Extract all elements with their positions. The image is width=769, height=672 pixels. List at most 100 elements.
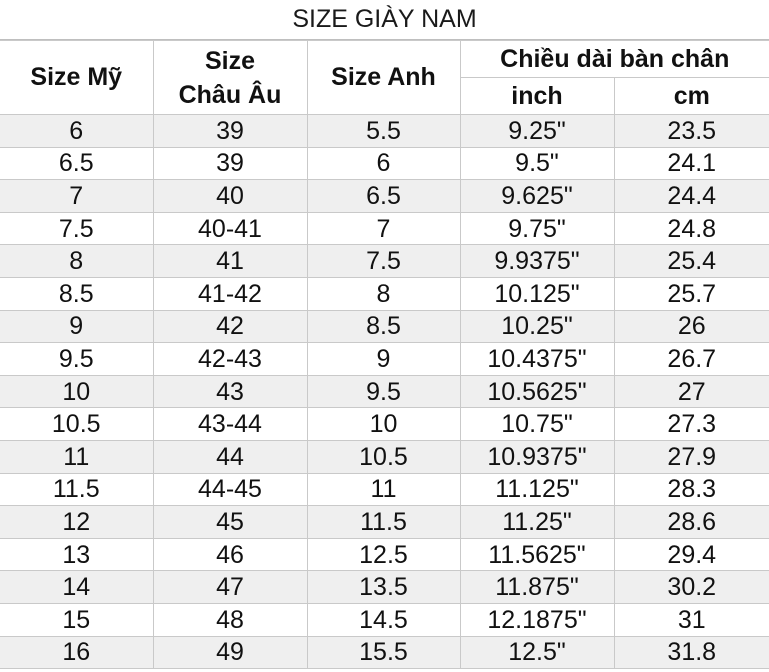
table-row: 11.5 44-45 11 11.125" 28.3 xyxy=(0,472,769,507)
inch-cell: 10.125" xyxy=(459,276,615,311)
uk-size-cell: 10.5 xyxy=(306,439,461,474)
inch-cell: 11.25" xyxy=(459,505,615,539)
inch-cell: 11.5625" xyxy=(459,537,615,572)
us-size-cell: 8.5 xyxy=(0,276,154,311)
eu-size-cell: 39 xyxy=(152,146,308,181)
table-row: 8.5 41-42 8 10.125" 25.7 xyxy=(0,276,769,311)
table-row: 6 39 5.5 9.25" 23.5 xyxy=(0,114,769,148)
table-row: 12 45 11.5 11.25" 28.6 xyxy=(0,505,769,539)
us-size-cell: 7 xyxy=(0,179,154,213)
cm-cell: 24.4 xyxy=(613,179,769,213)
eu-size-cell: 40-41 xyxy=(152,211,308,246)
uk-size-cell: 11.5 xyxy=(306,505,461,539)
uk-size-cell: 6.5 xyxy=(306,179,461,213)
table-row: 10 43 9.5 10.5625" 27 xyxy=(0,374,769,409)
cm-cell: 24.1 xyxy=(613,146,769,181)
eu-size-cell: 42 xyxy=(152,309,308,344)
uk-size-cell: 7.5 xyxy=(306,244,461,278)
inch-cell: 10.5625" xyxy=(459,374,615,409)
cm-cell: 27 xyxy=(613,374,769,409)
us-size-cell: 11.5 xyxy=(0,472,154,507)
table-row: 6.5 39 6 9.5" 24.1 xyxy=(0,146,769,181)
inch-cell: 11.875" xyxy=(459,570,615,604)
size-table: Size Mỹ Size Châu Âu Size Anh Chiều dài … xyxy=(0,40,769,670)
uk-size-cell: 9.5 xyxy=(306,374,461,409)
cm-cell: 28.3 xyxy=(613,472,769,507)
us-size-cell: 13 xyxy=(0,537,154,572)
uk-size-cell: 8 xyxy=(306,276,461,311)
inch-cell: 10.4375" xyxy=(459,342,615,376)
eu-size-cell: 40 xyxy=(152,179,308,213)
table-row: 15 48 14.5 12.1875" 31 xyxy=(0,602,769,637)
eu-size-cell: 43 xyxy=(152,374,308,409)
cm-cell: 27.9 xyxy=(613,439,769,474)
eu-size-cell: 39 xyxy=(152,114,308,148)
us-size-cell: 10 xyxy=(0,374,154,409)
eu-size-cell: 41-42 xyxy=(152,276,308,311)
cm-cell: 30.2 xyxy=(613,570,769,604)
inch-cell: 9.25" xyxy=(459,114,615,148)
cm-cell: 31 xyxy=(613,602,769,637)
table-row: 13 46 12.5 11.5625" 29.4 xyxy=(0,537,769,572)
us-size-cell: 16 xyxy=(0,635,154,670)
uk-size-cell: 15.5 xyxy=(306,635,461,670)
table-row: 16 49 15.5 12.5" 31.8 xyxy=(0,635,769,670)
header-eu-line1: Size xyxy=(204,46,256,75)
us-size-cell: 12 xyxy=(0,505,154,539)
inch-cell: 12.5" xyxy=(459,635,615,670)
inch-cell: 12.1875" xyxy=(459,602,615,637)
eu-size-cell: 49 xyxy=(152,635,308,670)
cm-cell: 26 xyxy=(613,309,769,344)
header-us-size: Size Mỹ xyxy=(0,40,154,115)
eu-size-cell: 45 xyxy=(152,505,308,539)
uk-size-cell: 11 xyxy=(306,472,461,507)
uk-size-cell: 14.5 xyxy=(306,602,461,637)
us-size-cell: 8 xyxy=(0,244,154,278)
inch-cell: 11.125" xyxy=(459,472,615,507)
cm-cell: 27.3 xyxy=(613,407,769,441)
inch-cell: 9.5" xyxy=(459,146,615,181)
eu-size-cell: 41 xyxy=(152,244,308,278)
uk-size-cell: 6 xyxy=(306,146,461,181)
table-row: 9.5 42-43 9 10.4375" 26.7 xyxy=(0,342,769,376)
uk-size-cell: 8.5 xyxy=(306,309,461,344)
eu-size-cell: 44 xyxy=(152,439,308,474)
cm-cell: 25.7 xyxy=(613,276,769,311)
us-size-cell: 9.5 xyxy=(0,342,154,376)
inch-cell: 10.25" xyxy=(459,309,615,344)
chart-title: SIZE GIÀY NAM xyxy=(0,0,769,40)
table-row: 9 42 8.5 10.25" 26 xyxy=(0,309,769,344)
cm-cell: 31.8 xyxy=(613,635,769,670)
us-size-cell: 10.5 xyxy=(0,407,154,441)
uk-size-cell: 10 xyxy=(306,407,461,441)
table-row: 7 40 6.5 9.625" 24.4 xyxy=(0,179,769,213)
us-size-cell: 6.5 xyxy=(0,146,154,181)
inch-cell: 10.75" xyxy=(459,407,615,441)
cm-cell: 29.4 xyxy=(613,537,769,572)
uk-size-cell: 12.5 xyxy=(306,537,461,572)
eu-size-cell: 44-45 xyxy=(152,472,308,507)
table-row: 7.5 40-41 7 9.75" 24.8 xyxy=(0,211,769,246)
cm-cell: 24.8 xyxy=(613,211,769,246)
table-row: 10.5 43-44 10 10.75" 27.3 xyxy=(0,407,769,441)
uk-size-cell: 7 xyxy=(306,211,461,246)
uk-size-cell: 5.5 xyxy=(306,114,461,148)
us-size-cell: 15 xyxy=(0,602,154,637)
cm-cell: 23.5 xyxy=(613,114,769,148)
header-cm: cm xyxy=(613,77,769,115)
us-size-cell: 14 xyxy=(0,570,154,604)
header-inch: inch xyxy=(460,77,615,115)
table-header: Size Mỹ Size Châu Âu Size Anh Chiều dài … xyxy=(0,40,769,115)
eu-size-cell: 43-44 xyxy=(152,407,308,441)
eu-size-cell: 47 xyxy=(152,570,308,604)
eu-size-cell: 46 xyxy=(152,537,308,572)
table-body: 6 39 5.5 9.25" 23.5 6.5 39 6 9.5" 24.1 7 40 6.5 9.625… xyxy=(0,114,769,670)
inch-cell: 9.9375" xyxy=(459,244,615,278)
table-row: 11 44 10.5 10.9375" 27.9 xyxy=(0,439,769,474)
cm-cell: 28.6 xyxy=(613,505,769,539)
us-size-cell: 11 xyxy=(0,439,154,474)
inch-cell: 9.75" xyxy=(459,211,615,246)
inch-cell: 10.9375" xyxy=(459,439,615,474)
inch-cell: 9.625" xyxy=(459,179,615,213)
